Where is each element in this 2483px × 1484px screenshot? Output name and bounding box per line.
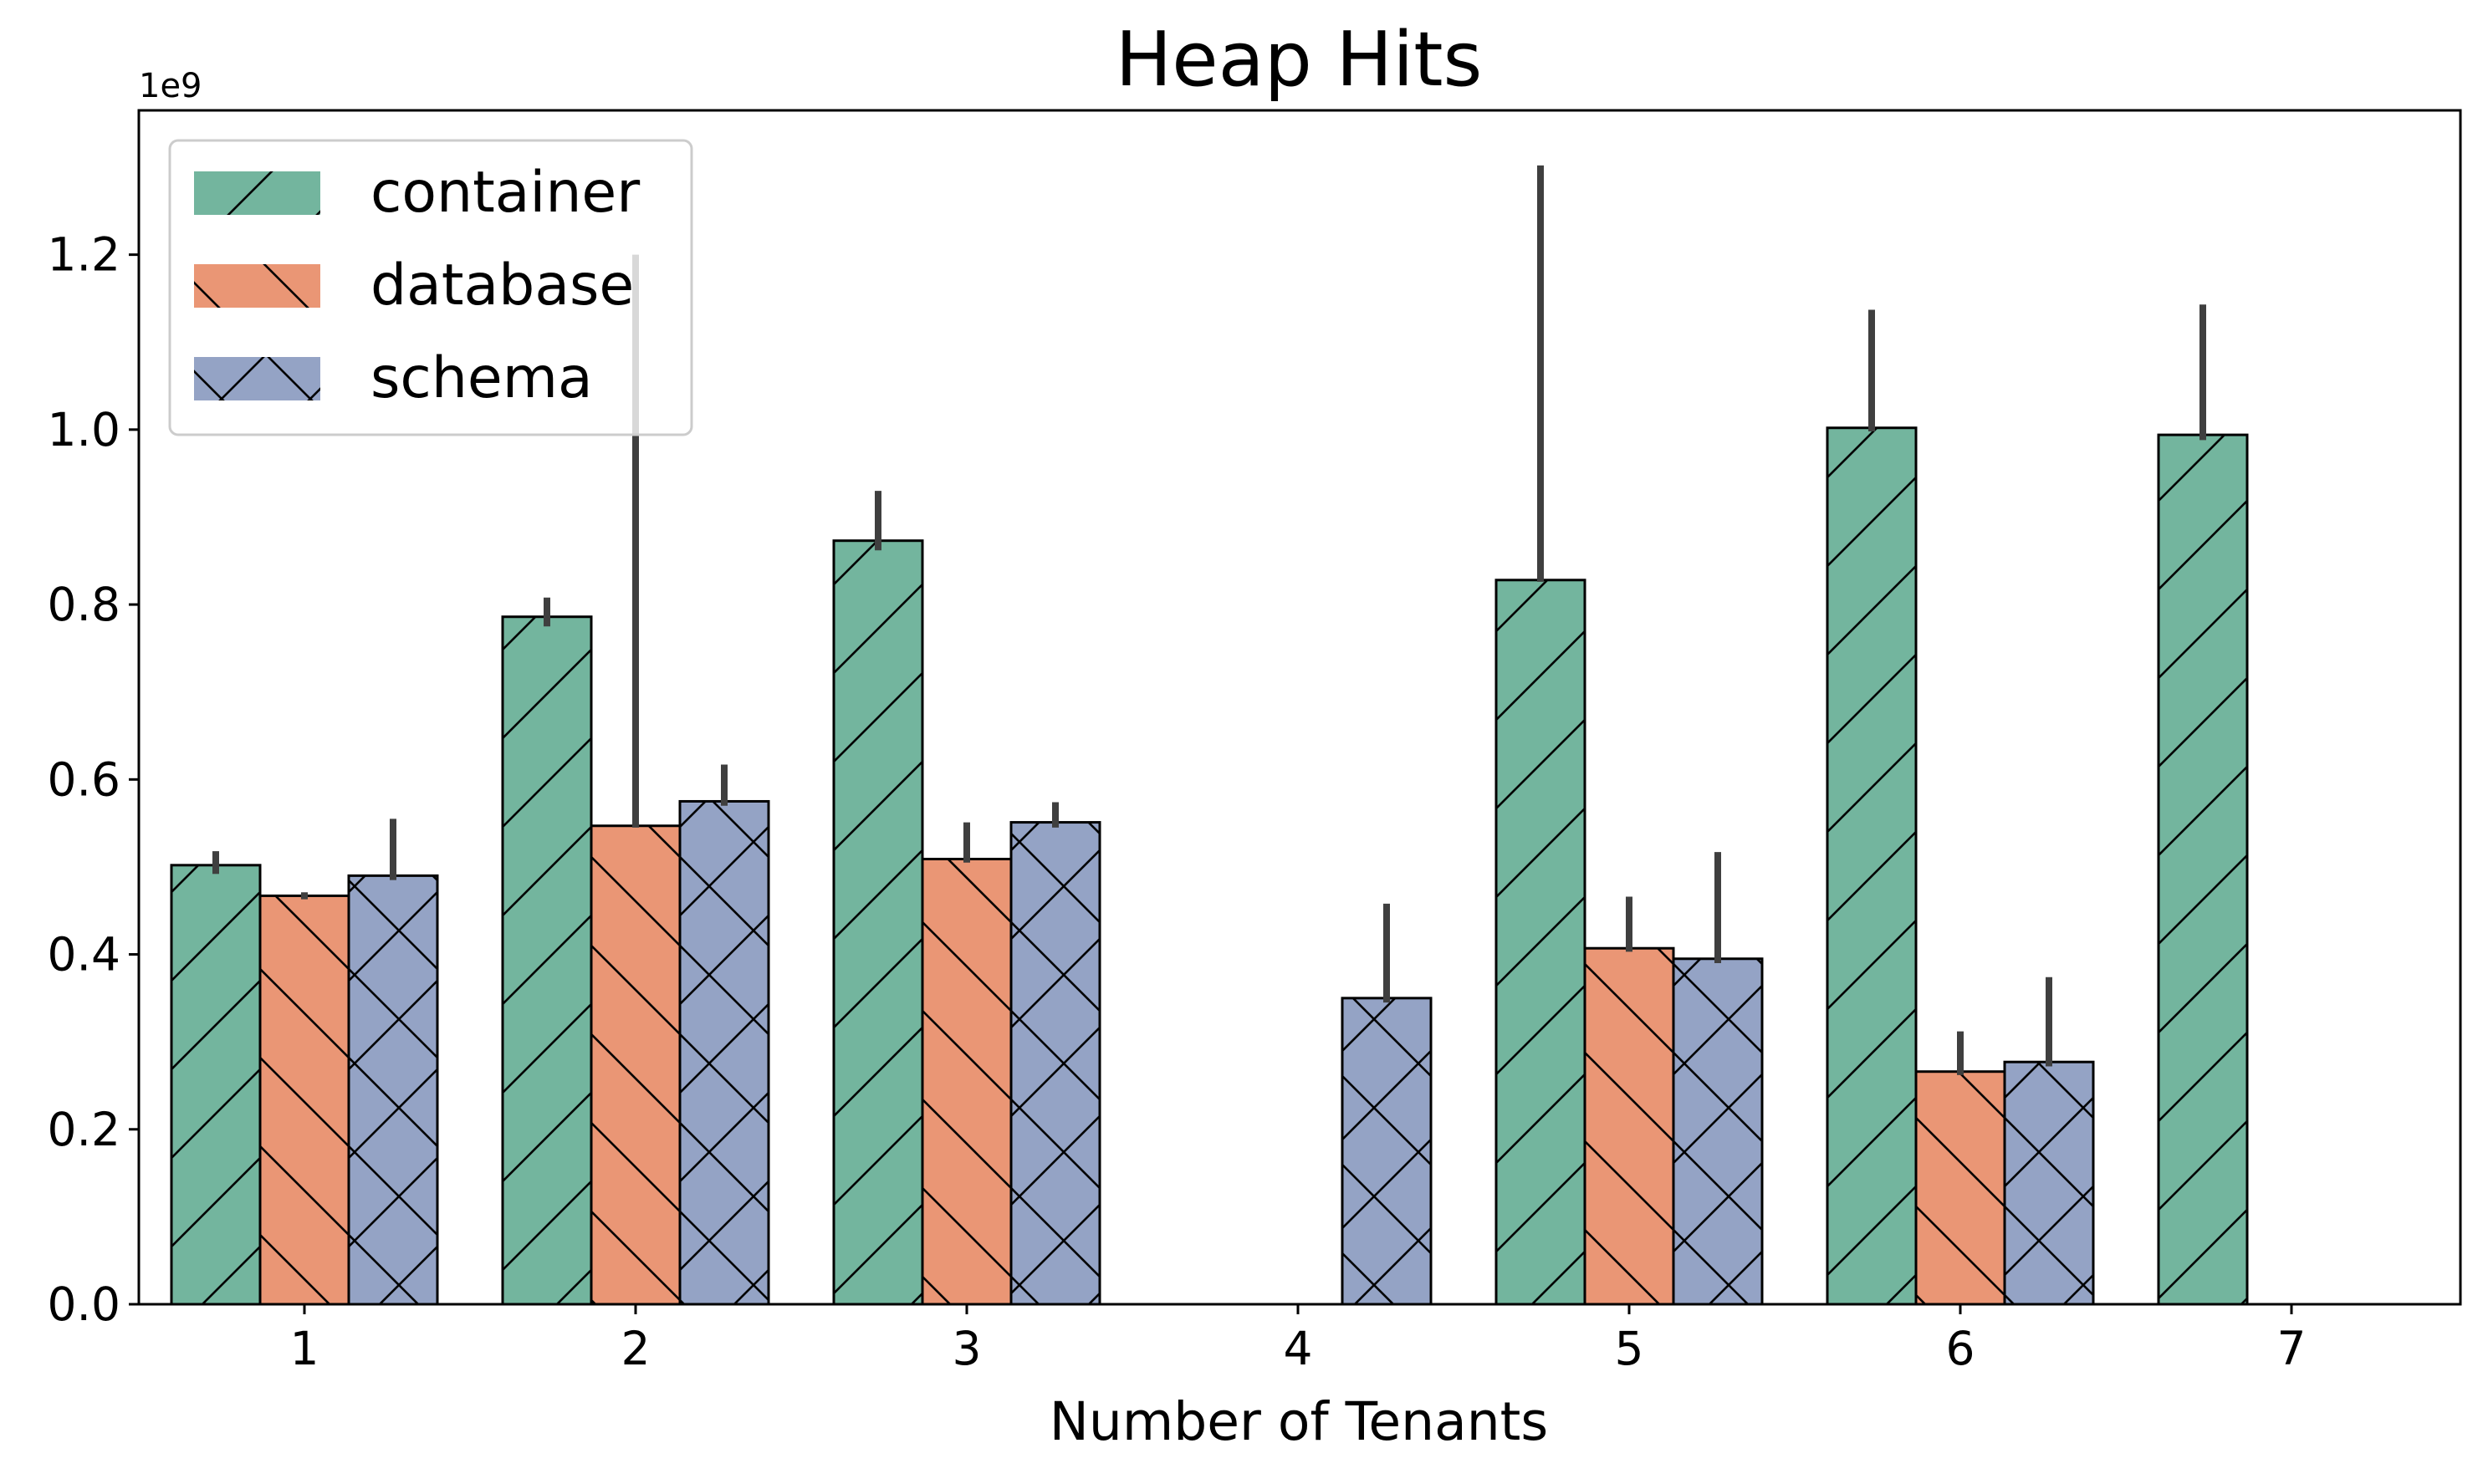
legend-items: container database schema	[194, 160, 640, 411]
legend-swatch-hatch-database	[194, 264, 320, 308]
bar-hatch-database-3	[921, 858, 1013, 1306]
bar-hatch-database-5	[1583, 946, 1675, 1306]
x-tick-label-5: 5	[1615, 1322, 1644, 1375]
legend-label-database: database	[370, 252, 634, 319]
legend-label-container: container	[370, 160, 640, 226]
bar-hatch-container-2	[501, 615, 593, 1306]
bar-hatch-database-2	[590, 824, 682, 1306]
x-tick-label-6: 6	[1946, 1322, 1975, 1375]
bar-hatch-database-1	[258, 894, 350, 1306]
y-tick-label-0.0: 0.0	[48, 1277, 120, 1331]
legend-swatch-hatch-container	[194, 171, 320, 215]
legend-swatch-hatch-schema	[194, 357, 320, 400]
bar-hatch-container-5	[1494, 579, 1586, 1306]
y-offset-label: 1e9	[139, 67, 202, 105]
legend-label-schema: schema	[370, 345, 593, 411]
x-tick-label-3: 3	[953, 1322, 982, 1375]
chart-title: Heap Hits	[1116, 16, 1483, 104]
bars-layer	[170, 426, 2249, 1306]
x-tick-label-4: 4	[1284, 1322, 1313, 1375]
legend: container database schema	[168, 139, 693, 436]
bar-hatch-container-6	[1826, 426, 1918, 1306]
plot-frame	[137, 109, 2462, 1306]
y-tick-label-0.6: 0.6	[48, 752, 120, 806]
x-tick-label-2: 2	[621, 1322, 651, 1375]
x-axis: 1 2 3 4 5 6 7	[290, 1304, 2307, 1375]
y-tick-label-0.4: 0.4	[48, 928, 120, 982]
bar-hatch-schema-6	[2003, 1060, 2095, 1306]
y-tick-label-0.8: 0.8	[48, 578, 120, 631]
bar-hatch-schema-3	[1009, 821, 1101, 1306]
x-tick-label-1: 1	[290, 1322, 319, 1375]
bar-hatch-container-7	[2157, 433, 2249, 1306]
y-axis: 0.0 0.2 0.4 0.6 0.8 1.0 1.2	[48, 228, 139, 1331]
x-axis-label: Number of Tenants	[1050, 1391, 1548, 1452]
bar-hatch-schema-4	[1341, 997, 1433, 1306]
bar-hatch-schema-1	[347, 874, 439, 1306]
y-tick-label-1.2: 1.2	[48, 228, 120, 282]
bar-hatch-schema-2	[678, 799, 770, 1306]
x-tick-label-7: 7	[2277, 1322, 2307, 1375]
y-tick-label-1.0: 1.0	[48, 403, 120, 456]
y-tick-label-0.2: 0.2	[48, 1103, 120, 1156]
bar-hatch-database-6	[1914, 1070, 2006, 1306]
bar-hatch-container-3	[832, 539, 924, 1306]
bar-hatch-container-1	[170, 864, 262, 1306]
bar-hatch-schema-5	[1672, 957, 1764, 1306]
